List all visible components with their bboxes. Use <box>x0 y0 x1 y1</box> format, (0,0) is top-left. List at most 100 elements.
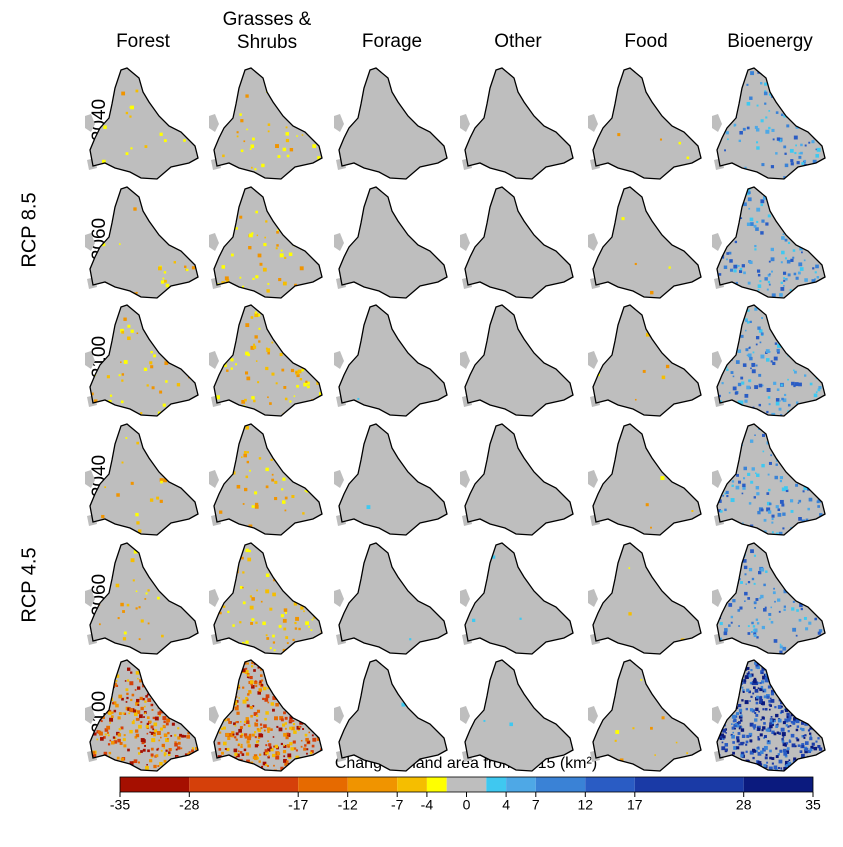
speckle <box>224 646 228 650</box>
speckle <box>281 94 283 96</box>
speckle <box>266 289 269 292</box>
speckle <box>795 484 798 487</box>
speckle <box>718 73 720 75</box>
speckle <box>183 352 185 354</box>
speckle <box>153 214 155 216</box>
speckle <box>217 720 220 723</box>
speckle <box>732 599 735 602</box>
speckle <box>305 536 309 540</box>
speckle <box>796 668 798 670</box>
speckle <box>785 278 788 281</box>
speckle <box>774 332 777 335</box>
speckle <box>235 706 239 710</box>
speckle <box>281 614 284 617</box>
speckle <box>96 739 98 741</box>
speckle <box>788 465 791 468</box>
speckle <box>769 673 772 676</box>
speckle <box>191 756 194 759</box>
speckle <box>780 644 782 646</box>
speckle <box>280 353 283 356</box>
speckle <box>768 665 772 669</box>
speckle <box>279 728 283 732</box>
speckle <box>174 663 177 666</box>
speckle <box>240 735 243 738</box>
speckle <box>743 272 746 275</box>
speckle <box>169 341 171 343</box>
speckle <box>812 286 816 290</box>
speckle <box>144 745 146 747</box>
speckle <box>257 728 259 730</box>
speckle <box>723 682 725 684</box>
speckle <box>797 725 799 727</box>
speckle <box>289 650 291 652</box>
speckle <box>726 224 730 228</box>
speckle <box>824 72 826 74</box>
speckle <box>304 766 308 770</box>
speckle <box>748 671 750 673</box>
speckle <box>319 760 321 762</box>
speckle <box>310 231 312 233</box>
speckle <box>179 234 181 236</box>
speckle <box>276 247 278 249</box>
speckle <box>746 651 750 655</box>
speckle <box>750 708 753 711</box>
speckle <box>783 285 785 287</box>
speckle <box>309 704 311 706</box>
speckle <box>104 684 107 687</box>
speckle <box>145 669 148 672</box>
speckle <box>294 699 297 702</box>
speckle <box>250 706 253 709</box>
speckle <box>275 745 278 748</box>
speckle <box>798 272 801 275</box>
speckle <box>222 155 225 158</box>
speckle <box>824 677 827 680</box>
speckle <box>734 666 736 668</box>
speckle <box>799 683 801 685</box>
speckle <box>105 665 108 668</box>
speckle <box>287 684 290 687</box>
speckle <box>120 764 123 767</box>
speckle <box>140 721 142 723</box>
speckle <box>662 716 665 719</box>
basin <box>339 424 447 535</box>
speckle <box>785 459 789 463</box>
speckle <box>717 559 720 562</box>
speckle <box>259 662 262 665</box>
speckle <box>757 511 760 514</box>
speckle <box>770 698 772 700</box>
map-cell <box>334 68 447 179</box>
speckle <box>752 369 756 373</box>
speckle <box>232 734 234 736</box>
speckle <box>729 95 733 99</box>
speckle <box>800 237 803 240</box>
speckle <box>823 679 826 682</box>
map-cell <box>460 305 573 416</box>
speckle <box>789 689 791 691</box>
speckle <box>800 104 802 106</box>
speckle <box>757 326 760 329</box>
speckle <box>741 726 743 728</box>
speckle <box>151 748 154 751</box>
speckle <box>301 243 304 246</box>
speckle <box>186 735 190 739</box>
speckle <box>816 296 818 298</box>
speckle <box>164 322 166 324</box>
speckle <box>628 612 631 615</box>
speckle <box>239 277 241 279</box>
speckle <box>812 267 814 269</box>
speckle <box>186 170 190 174</box>
speckle <box>185 689 187 691</box>
speckle <box>315 349 317 351</box>
speckle <box>763 764 766 767</box>
speckle <box>158 314 160 316</box>
speckle <box>781 543 783 545</box>
speckle <box>718 705 720 707</box>
speckle <box>742 264 745 267</box>
coast <box>209 114 219 132</box>
speckle <box>787 688 790 691</box>
speckle <box>811 759 813 761</box>
speckle <box>733 265 737 269</box>
speckle <box>540 684 544 688</box>
speckle <box>166 284 170 288</box>
speckle <box>196 528 198 530</box>
